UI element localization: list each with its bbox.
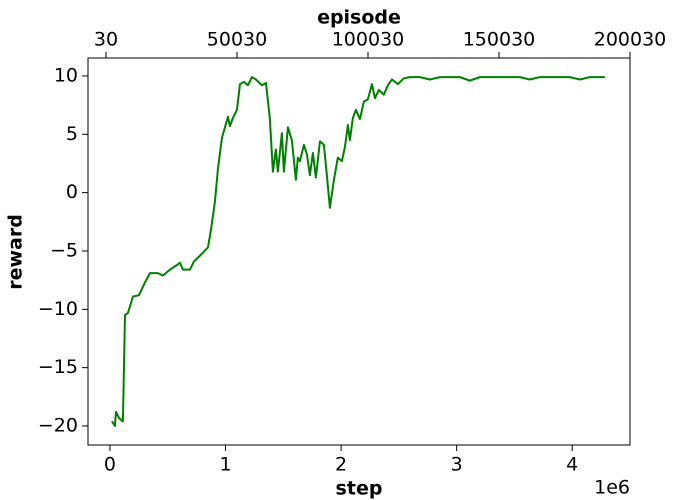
x-axis-title: step [336, 478, 383, 500]
x2-axis-title: episode [317, 7, 401, 29]
y-tick-label: 10 [54, 64, 78, 86]
y-tick-label: −15 [38, 356, 78, 378]
x2-tick-label: 50030 [207, 29, 267, 51]
x-tick-label: 3 [451, 454, 463, 476]
x-tick-label: 0 [104, 454, 116, 476]
x2-tick-label: 30 [94, 29, 118, 51]
x2-tick-label: 100030 [332, 29, 405, 51]
line [111, 76, 605, 427]
x-offset-label: 1e6 [594, 477, 630, 499]
y-tick-label: 5 [66, 123, 78, 145]
y-tick-label: −20 [38, 414, 78, 436]
y-tick-label: −10 [38, 298, 78, 320]
y-tick-label: 0 [66, 181, 78, 203]
y-axis-title: reward [5, 214, 27, 290]
x2-tick-label: 200030 [594, 29, 667, 51]
x-tick-label: 2 [335, 454, 347, 476]
x2-tick-label: 150030 [463, 29, 536, 51]
y-tick-label: −5 [50, 239, 78, 261]
plot-frame [87, 57, 631, 446]
x-tick-label: 4 [566, 454, 578, 476]
x-tick-label: 1 [219, 454, 231, 476]
